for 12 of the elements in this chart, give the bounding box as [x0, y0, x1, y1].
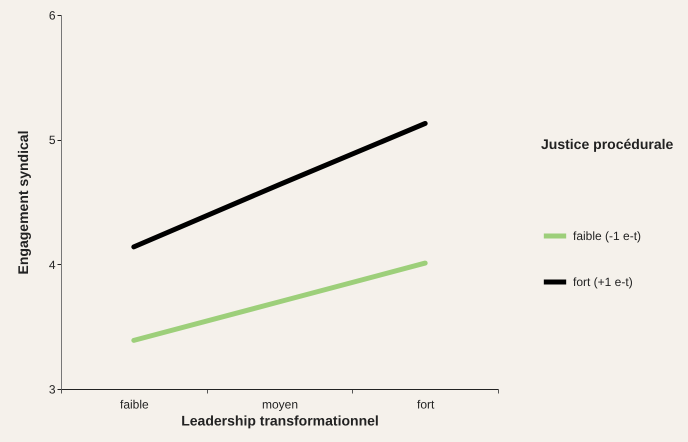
legend-label: faible (-1 e-t) [573, 229, 642, 243]
x-tick-label: fort [416, 398, 435, 412]
y-tick-label: 4 [48, 258, 56, 272]
legend-title: Justice procédurale [541, 136, 674, 152]
legend-label: fort (+1 e-t) [573, 275, 633, 289]
y-tick-label: 5 [48, 133, 56, 148]
y-axis-title: Engagement syndical [14, 130, 31, 274]
x-tick-label: moyen [262, 398, 298, 412]
y-tick-label: 3 [48, 382, 56, 396]
x-axis-title: Leadership transformationnel [181, 412, 379, 428]
y-tick-label: 6 [48, 8, 56, 22]
x-tick-label: faible [120, 398, 150, 412]
